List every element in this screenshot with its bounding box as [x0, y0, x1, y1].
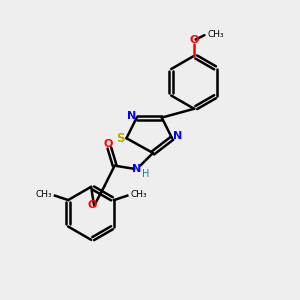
Text: O: O — [190, 35, 199, 46]
Text: H: H — [142, 169, 149, 179]
Text: N: N — [173, 131, 183, 141]
Text: N: N — [127, 110, 136, 121]
Text: CH₃: CH₃ — [130, 190, 147, 199]
Text: O: O — [88, 200, 97, 210]
Text: CH₃: CH₃ — [207, 30, 224, 39]
Text: CH₃: CH₃ — [35, 190, 52, 199]
Text: O: O — [103, 139, 112, 148]
Text: S: S — [116, 132, 124, 145]
Text: N: N — [131, 164, 141, 173]
